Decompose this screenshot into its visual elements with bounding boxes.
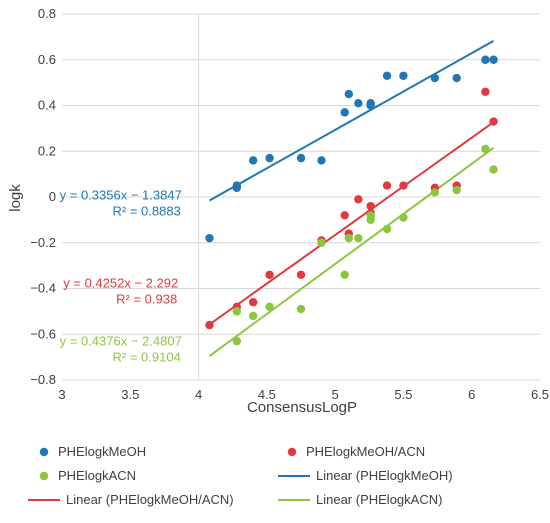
data-point-series-1 <box>399 71 408 80</box>
legend-label: PHElogkMeOH/ACN <box>306 444 425 459</box>
y-tick-label: 0.6 <box>38 52 56 67</box>
data-point-series-2 <box>354 195 363 204</box>
grid-layer <box>62 13 540 381</box>
data-point-series-2 <box>481 87 490 96</box>
legend-label: Linear (PHElogkMeOH/ACN) <box>66 492 234 507</box>
data-point-series-3 <box>354 233 363 243</box>
data-point-series-3 <box>382 224 392 234</box>
y-tick-label: −0.8 <box>30 372 56 387</box>
data-point-series-2 <box>296 270 306 279</box>
data-point-series-2 <box>205 320 214 330</box>
trendline-r-squared: R² = 0.938 <box>116 291 177 306</box>
data-point-series-3 <box>296 304 306 314</box>
x-tick-label: 3.5 <box>121 387 139 402</box>
data-point-series-1 <box>382 71 392 80</box>
x-tick-label: 5 <box>332 387 339 402</box>
data-point-series-3 <box>265 302 274 311</box>
data-point-series-2 <box>366 201 375 211</box>
trendline-1 <box>209 39 495 202</box>
data-point-series-3 <box>232 336 242 346</box>
data-point-series-3 <box>452 185 461 195</box>
data-point-series-2 <box>489 117 498 126</box>
y-tick-label: 0 <box>49 189 56 204</box>
trendline-layer <box>208 39 495 357</box>
data-point-series-1 <box>452 73 461 83</box>
data-point-series-1 <box>249 156 258 165</box>
data-point-series-1 <box>296 153 306 163</box>
y-tick-label: 0.4 <box>38 98 56 113</box>
trendline-2 <box>208 121 495 326</box>
data-point-series-1 <box>317 156 326 165</box>
x-tick-label: 3 <box>58 387 65 402</box>
data-point-series-1 <box>344 89 353 99</box>
data-point-series-2 <box>382 181 392 190</box>
trendline-r-squared: R² = 0.9104 <box>113 350 181 365</box>
legend-label: Linear (PHElogkMeOH) <box>316 468 453 483</box>
data-point-series-1 <box>205 233 214 243</box>
data-point-series-1 <box>265 153 274 163</box>
data-point-series-3 <box>481 144 490 154</box>
trendline-equation: y = 0.4376x − 2.4807 <box>60 334 182 349</box>
legend-marker <box>39 447 49 457</box>
x-tick-label: 4.5 <box>258 387 276 402</box>
y-tick-label: 0.2 <box>38 143 56 158</box>
data-point-series-3 <box>344 233 353 243</box>
legend-marker <box>39 471 49 481</box>
data-point-series-1 <box>481 55 490 64</box>
data-point-series-3 <box>366 215 375 225</box>
legend-label: PHElogkACN <box>58 468 136 483</box>
data-point-series-1 <box>430 73 440 83</box>
trendline-equation: y = 0.3356x − 1.3847 <box>60 187 182 202</box>
x-tick-label: 6 <box>468 387 475 402</box>
data-point-series-3 <box>232 307 242 316</box>
data-point-series-3 <box>399 213 408 222</box>
y-axis-title: logk <box>7 184 24 212</box>
data-point-series-3 <box>430 188 440 197</box>
legend: PHElogkMeOH PHElogkMeOH/ACN PHElogkACN Line… <box>28 444 453 507</box>
point-layer <box>205 55 498 346</box>
x-tick-label: 4 <box>195 387 202 402</box>
data-point-series-3 <box>489 165 498 174</box>
data-point-series-3 <box>249 311 258 321</box>
data-point-series-2 <box>340 211 349 220</box>
x-axis-title: ConsensusLogP <box>247 399 357 416</box>
legend-label: PHElogkMeOH <box>58 444 146 459</box>
data-point-series-2 <box>265 270 274 279</box>
legend-label: Linear (PHElogkACN) <box>316 492 442 507</box>
y-tick-label: −0.4 <box>30 281 56 296</box>
y-tick-label: −0.2 <box>30 235 56 250</box>
trendline-r-squared: R² = 0.8883 <box>113 203 181 218</box>
data-point-series-2 <box>399 181 408 190</box>
legend-marker <box>287 447 297 457</box>
data-point-series-1 <box>489 55 498 64</box>
data-point-series-1 <box>354 99 363 108</box>
data-point-series-3 <box>317 238 326 247</box>
y-tick-label: −0.6 <box>30 326 56 341</box>
y-tick-label: 0.8 <box>38 6 56 21</box>
trendline-3 <box>208 147 495 357</box>
data-point-series-3 <box>340 270 349 279</box>
trendline-equation: y = 0.4252x − 2.292 <box>63 275 178 290</box>
data-point-series-1 <box>366 101 375 110</box>
data-point-series-1 <box>232 181 242 190</box>
axis-layer: 0.8 0.6 0.4 0.2 0 −0.2 −0.4 −0.6 −0.83 3.5 4 4.5 5 5.… <box>30 6 549 402</box>
data-point-series-1 <box>340 108 349 117</box>
data-point-series-2 <box>249 298 258 307</box>
x-tick-label: 5.5 <box>394 387 412 402</box>
x-tick-label: 6.5 <box>531 387 549 402</box>
